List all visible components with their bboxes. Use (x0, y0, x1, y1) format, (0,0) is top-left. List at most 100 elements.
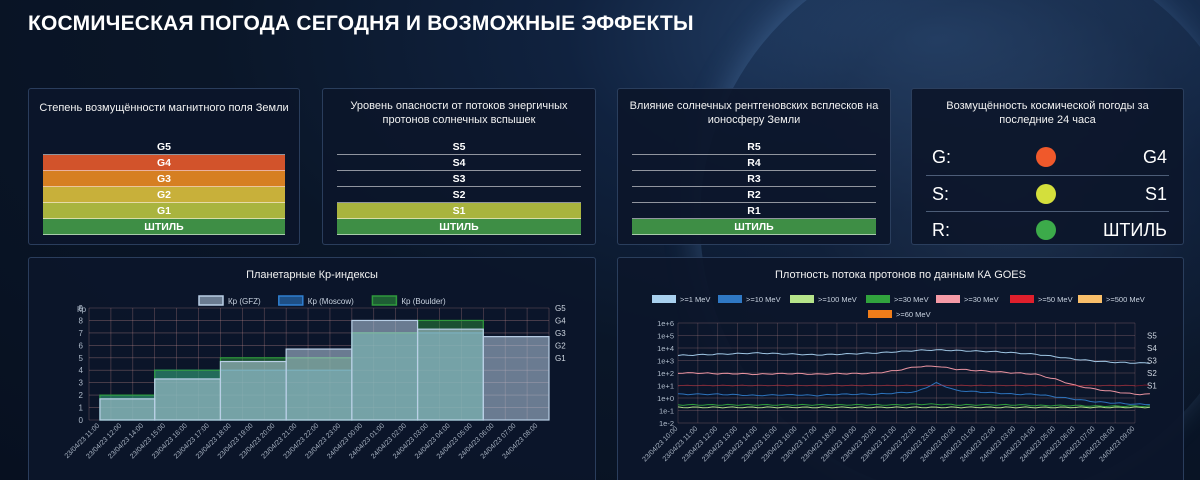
pf-legend-swatch (790, 295, 814, 303)
protons-title-line2: протонов солнечных вспышек (382, 114, 536, 126)
xray-panel: Влияние солнечных рентгеновских всплеско… (617, 88, 891, 245)
kp-legend-label: Кр (Boulder) (401, 297, 446, 306)
xray-level-r1: R1 (632, 203, 876, 219)
summary-row-s: S: S1 (926, 175, 1169, 213)
kp-ytick: 7 (79, 329, 84, 338)
geomagnetic-level-g3: G3 (43, 171, 285, 187)
pf-legend-label: >=1 MeV (680, 295, 710, 304)
pf-ytick: 1e-1 (659, 407, 674, 416)
kp-bar-gfz (99, 398, 156, 421)
kp-legend-label: Кр (GFZ) (228, 297, 261, 306)
summary-rows: G: G4 S: S1 R: ШТИЛЬ (912, 139, 1183, 253)
geomagnetic-title: Степень возмущённости магнитного поля Зе… (39, 102, 289, 114)
geomagnetic-scale: G5 G4 G3 G2 G1 ШТИЛЬ (43, 139, 285, 235)
xray-title-line2: ионосферу Земли (707, 114, 801, 126)
kp-ytick: 1 (79, 404, 84, 413)
protons-title-line1: Уровень опасности от потоков энергичных (350, 100, 568, 112)
kp-bar-gfz (351, 319, 419, 421)
pf-xtick: 24/04/23 01:00 (939, 425, 977, 463)
summary-value-g: G4 (1142, 147, 1167, 167)
protons-panel: Уровень опасности от потоков энергичных … (322, 88, 596, 245)
xray-title-line1: Влияние солнечных рентгеновских всплеско… (629, 100, 879, 112)
geomagnetic-level-g1: G1 (43, 203, 285, 219)
summary-panel: Возмущённость космической погоды за посл… (911, 88, 1184, 245)
pf-legend-label: >=100 MeV (818, 295, 857, 304)
kp-chart-panel: Планетарные Кр-индексы Кр (GFZ) Кр (Mosco… (28, 257, 596, 480)
xray-scale: R5 R4 R3 R2 R1 ШТИЛЬ (632, 139, 876, 235)
pf-right-label: S1 (1147, 382, 1157, 391)
kp-ytick: 4 (79, 366, 84, 375)
proton-flux-chart: >=1 MeV >=10 MeV >=100 MeV >=30 MeV >=30 MeV… (641, 295, 1157, 463)
kp-ytick: 2 (79, 391, 84, 400)
kp-bar-gfz (154, 378, 222, 421)
pf-legend-label: >=60 MeV (896, 310, 931, 319)
protons-title: Уровень опасности от потоков энергичных … (323, 99, 595, 127)
xray-level-r5: R5 (632, 139, 876, 155)
pf-xtick: 24/04/23 06:00 (1039, 425, 1077, 463)
pf-xtick: 23/04/23 17:00 (781, 425, 819, 463)
kp-ytick: 0 (79, 416, 84, 425)
geomagnetic-level-g2: G2 (43, 187, 285, 203)
pf-xtick: 23/04/23 11:00 (662, 425, 700, 463)
pf-legend-swatch (936, 295, 960, 303)
kp-ylabel: Кр (77, 305, 87, 314)
pf-series-line (677, 403, 1150, 408)
pf-xtick: 23/04/23 10:00 (641, 425, 679, 463)
kp-legend-label: Кр (Moscow) (308, 297, 354, 306)
geomagnetic-level-g4: G4 (43, 155, 285, 171)
kp-ytick: 9 (79, 304, 84, 313)
geomagnetic-panel: Степень возмущённости магнитного поля Зе… (28, 88, 300, 245)
pf-legend-swatch (868, 310, 892, 318)
pf-xtick: 23/04/23 15:00 (741, 425, 779, 463)
summary-value-r: ШТИЛЬ (1102, 220, 1167, 240)
pf-ytick: 1e-2 (659, 419, 674, 428)
pf-right-label: S2 (1147, 369, 1157, 378)
pf-xtick: 24/04/23 09:00 (1098, 425, 1136, 463)
geomagnetic-level-штиль: ШТИЛЬ (43, 219, 285, 235)
pf-xtick: 24/04/23 03:00 (979, 425, 1017, 463)
kp-ytick: 5 (79, 354, 84, 363)
kp-right-label: G2 (555, 341, 566, 350)
pf-series-line (677, 365, 1150, 396)
pf-ytick: 1e+5 (657, 332, 674, 341)
g-status-dot (1036, 147, 1056, 167)
xray-title: Влияние солнечных рентгеновских всплеско… (618, 99, 890, 127)
kp-bar-gfz (416, 328, 484, 421)
pf-right-label: S4 (1147, 344, 1157, 353)
kp-ytick: 6 (79, 341, 84, 350)
pf-ytick: 1e+6 (657, 319, 674, 328)
protons-level-s1: S1 (337, 203, 581, 219)
pf-xtick: 23/04/23 16:00 (761, 425, 799, 463)
pf-legend-label: >=30 MeV (894, 295, 929, 304)
kp-bar-gfz (482, 336, 550, 421)
page-title: КОСМИЧЕСКАЯ ПОГОДА СЕГОДНЯ И ВОЗМОЖНЫЕ Э… (28, 12, 694, 35)
summary-row-r: R: ШТИЛЬ (926, 211, 1169, 249)
kp-chart-title: Планетарные Кр-индексы (246, 269, 378, 281)
kp-chart: Кр (GFZ) Кр (Moscow) Кр (Boulder) 0 1 2 3 4 5 6 7 8… (64, 295, 566, 460)
pf-xtick: 23/04/23 13:00 (701, 425, 739, 463)
pf-xtick: 24/04/23 02:00 (959, 425, 997, 463)
pf-ytick: 1e+2 (657, 369, 674, 378)
pf-xtick: 24/04/23 04:00 (999, 425, 1037, 463)
xray-level-r4: R4 (632, 155, 876, 171)
kp-bar-gfz (285, 348, 353, 421)
pf-legend-label: >=30 MeV (964, 295, 999, 304)
pf-legend-label: >=500 MeV (1106, 295, 1145, 304)
summary-letter-g: G: (932, 147, 952, 167)
xray-level-штиль: ШТИЛЬ (632, 219, 876, 235)
proton-chart-panel: Плотность потока протонов по данным КА G… (617, 257, 1184, 480)
protons-level-s4: S4 (337, 155, 581, 171)
pf-right-label: S3 (1147, 357, 1157, 366)
pf-legend-swatch (652, 295, 676, 303)
pf-ytick: 1e+3 (657, 357, 674, 366)
pf-series-line (677, 406, 1150, 409)
pf-xtick: 24/04/23 00:00 (920, 425, 958, 463)
pf-legend-swatch (718, 295, 742, 303)
pf-legend-swatch (1078, 295, 1102, 303)
kp-legend-swatch (278, 295, 304, 306)
pf-xtick: 23/04/23 19:00 (820, 425, 858, 463)
pf-legend-swatch (1010, 295, 1034, 303)
kp-right-label: G4 (555, 316, 566, 325)
kp-right-label: G1 (555, 354, 566, 363)
pf-series-line (677, 384, 1150, 387)
